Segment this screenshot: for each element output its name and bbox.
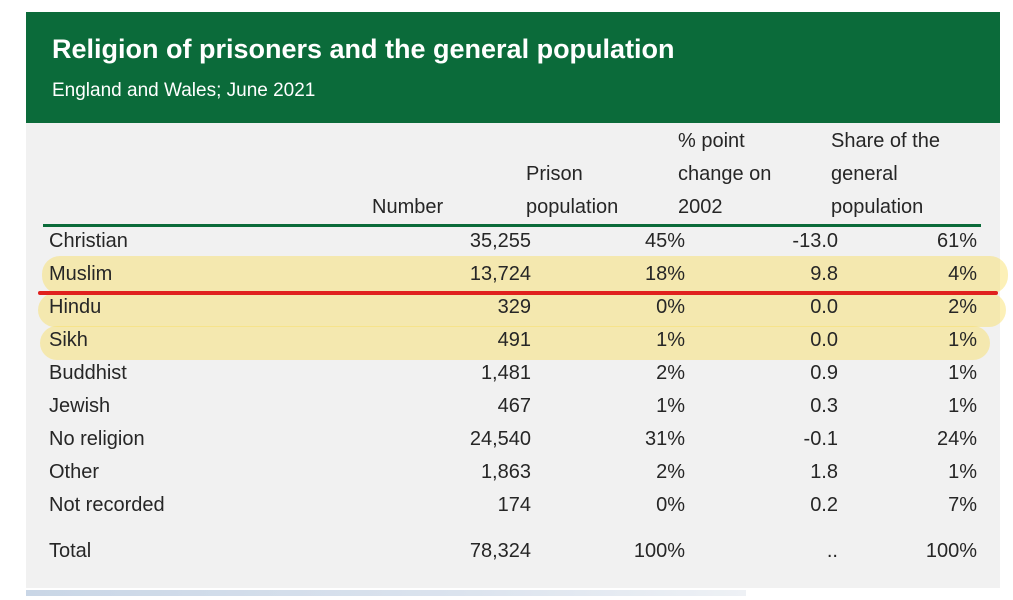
share-cell: 7% bbox=[948, 494, 977, 516]
column-header-change: % point change on 2002 bbox=[678, 125, 771, 224]
column-header-prison-population: Prison population bbox=[526, 158, 618, 224]
highlight-hindu bbox=[38, 293, 1006, 327]
number-cell: 491 bbox=[497, 329, 531, 351]
religion-cell: Buddhist bbox=[49, 362, 127, 384]
religion-cell: Muslim bbox=[49, 263, 113, 285]
table-row-muslim: Muslim 13,724 18% 9.8 4% bbox=[43, 258, 981, 291]
table-row-buddhist: Buddhist 1,481 2% 0.9 1% bbox=[43, 357, 981, 390]
religion-cell: Total bbox=[49, 540, 92, 562]
share-cell: 61% bbox=[936, 230, 977, 252]
table-row-no-religion: No religion 24,540 31% -0.1 24% bbox=[43, 423, 981, 456]
change-cell: .. bbox=[826, 540, 838, 562]
religion-cell: Jewish bbox=[49, 395, 111, 417]
column-header-number-line-1: Number bbox=[372, 196, 444, 218]
number-cell: 174 bbox=[497, 494, 531, 516]
table-row-jewish: Jewish 467 1% 0.3 1% bbox=[43, 390, 981, 423]
prison-population-cell: 18% bbox=[644, 263, 685, 285]
religion-cell: No religion bbox=[49, 428, 145, 450]
number-cell: 467 bbox=[497, 395, 531, 417]
religion-cell: Christian bbox=[49, 230, 128, 252]
header-rule bbox=[43, 224, 981, 227]
religion-cell: Not recorded bbox=[49, 494, 165, 516]
table-row-not-recorded: Not recorded 174 0% 0.2 7% bbox=[43, 489, 981, 522]
table-card: Religion of prisoners and the general po… bbox=[26, 12, 1008, 588]
number-cell: 78,324 bbox=[469, 540, 531, 562]
change-cell: 1.8 bbox=[810, 461, 838, 483]
change-cell: 0.0 bbox=[810, 296, 838, 318]
number-cell: 35,255 bbox=[469, 230, 531, 252]
religion-cell: Hindu bbox=[49, 296, 102, 318]
column-header-share-line-1: Share of the bbox=[831, 130, 940, 152]
prison-population-cell: 1% bbox=[656, 329, 685, 351]
table-row-total: Total 78,324 100% .. 100% bbox=[43, 535, 981, 568]
number-cell: 1,481 bbox=[480, 362, 531, 384]
prison-population-cell: 45% bbox=[644, 230, 685, 252]
red-marker-line bbox=[38, 291, 998, 295]
number-cell: 329 bbox=[497, 296, 531, 318]
highlight-muslim bbox=[42, 256, 1008, 294]
change-cell: 0.3 bbox=[810, 395, 838, 417]
share-cell: 1% bbox=[948, 362, 977, 384]
column-header-prison-population-line-2: population bbox=[526, 196, 619, 218]
prison-population-cell: 0% bbox=[656, 494, 685, 516]
prison-population-cell: 0% bbox=[656, 296, 685, 318]
change-cell: 9.8 bbox=[810, 263, 838, 285]
change-cell: 0.2 bbox=[810, 494, 838, 516]
column-header-share-line-3: population bbox=[831, 196, 924, 218]
prison-population-cell: 2% bbox=[656, 362, 685, 384]
blurred-source-note bbox=[26, 590, 746, 596]
share-cell: 4% bbox=[948, 263, 977, 285]
table-title: Religion of prisoners and the general po… bbox=[52, 34, 675, 64]
highlight-sikh bbox=[40, 326, 990, 360]
change-cell: -13.0 bbox=[792, 230, 838, 252]
share-cell: 1% bbox=[948, 395, 977, 417]
number-cell: 13,724 bbox=[469, 263, 531, 285]
prison-population-cell: 1% bbox=[656, 395, 685, 417]
column-header-change-line-3: 2002 bbox=[678, 196, 723, 218]
religion-cell: Other bbox=[49, 461, 100, 483]
column-header-prison-population-line-1: Prison bbox=[526, 163, 583, 185]
share-cell: 1% bbox=[948, 461, 977, 483]
share-cell: 100% bbox=[925, 540, 977, 562]
prison-population-cell: 100% bbox=[633, 540, 685, 562]
share-cell: 24% bbox=[936, 428, 977, 450]
prison-population-cell: 2% bbox=[656, 461, 685, 483]
number-cell: 1,863 bbox=[480, 461, 531, 483]
column-header-share: Share of the general population bbox=[831, 125, 940, 224]
column-header-share-line-2: general bbox=[831, 163, 898, 185]
share-cell: 1% bbox=[948, 329, 977, 351]
share-cell: 2% bbox=[948, 296, 977, 318]
change-cell: 0.0 bbox=[810, 329, 838, 351]
table-subtitle: England and Wales; June 2021 bbox=[52, 80, 316, 101]
number-cell: 24,540 bbox=[469, 428, 531, 450]
table-row-sikh: Sikh 491 1% 0.0 1% bbox=[43, 324, 981, 357]
change-cell: 0.9 bbox=[810, 362, 838, 384]
column-header-change-line-1: % point bbox=[678, 130, 745, 152]
table-row-other: Other 1,863 2% 1.8 1% bbox=[43, 456, 981, 489]
table-row-christian: Christian 35,255 45% -13.0 61% bbox=[43, 225, 981, 258]
table-header: Religion of prisoners and the general po… bbox=[26, 12, 1000, 123]
prison-population-cell: 31% bbox=[644, 428, 685, 450]
column-header-change-line-2: change on bbox=[678, 163, 772, 185]
religion-cell: Sikh bbox=[49, 329, 88, 351]
table-row-hindu: Hindu 329 0% 0.0 2% bbox=[43, 291, 981, 324]
change-cell: -0.1 bbox=[803, 428, 838, 450]
column-header-number: Number bbox=[372, 191, 443, 224]
